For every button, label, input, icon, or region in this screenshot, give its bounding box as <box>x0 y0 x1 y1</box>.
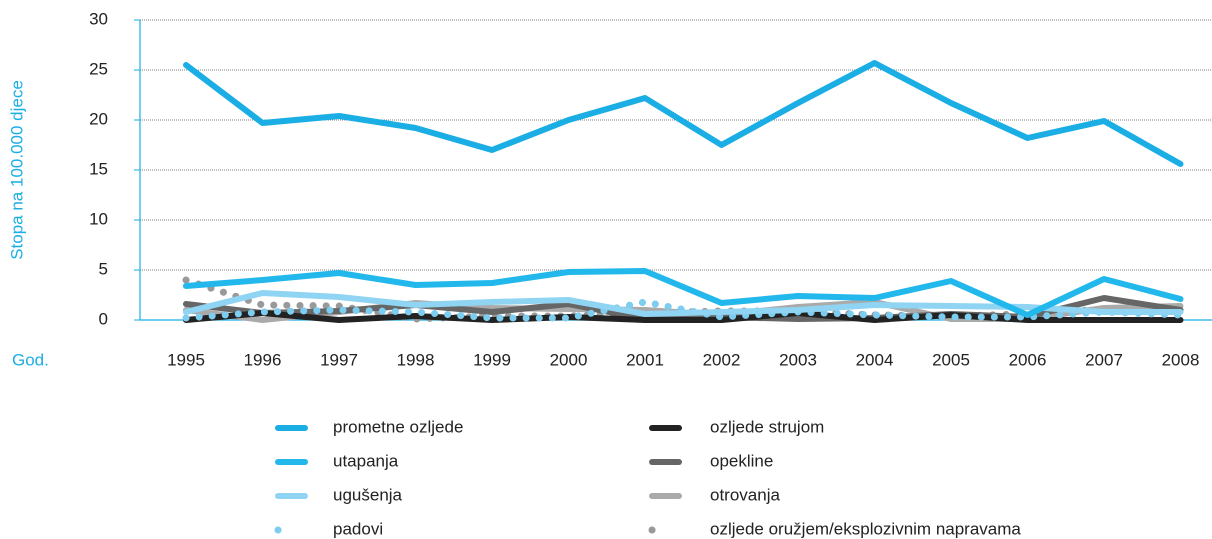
x-tick-label: 2008 <box>1162 350 1200 369</box>
legend-label: padovi <box>333 519 383 538</box>
x-tick-label: 1998 <box>397 350 435 369</box>
legend-label: otrovanja <box>710 485 780 504</box>
series-line <box>183 268 1184 318</box>
x-tick-label: 2006 <box>1009 350 1047 369</box>
x-axis-label: God. <box>12 350 49 369</box>
x-tick-label: 1996 <box>244 350 282 369</box>
legend-label: opekline <box>710 451 773 470</box>
legend-label: ozljede oružjem/eksplozivnim napravama <box>710 519 1021 538</box>
x-tick-label: 2001 <box>626 350 664 369</box>
y-tick-label: 30 <box>89 9 108 28</box>
series-line <box>182 298 1184 322</box>
x-tick-label: 2000 <box>550 350 588 369</box>
y-tick-label: 15 <box>89 159 108 178</box>
x-tick-label: 1997 <box>320 350 358 369</box>
legend-label: ozljede strujom <box>710 417 824 436</box>
x-tick-label: 1999 <box>473 350 511 369</box>
x-tick-label: 1995 <box>167 350 205 369</box>
y-tick-label: 5 <box>99 259 108 278</box>
y-tick-label: 25 <box>89 59 108 78</box>
series-line <box>183 310 1184 323</box>
y-tick-label: 20 <box>89 109 108 128</box>
x-tick-label: 2004 <box>856 350 894 369</box>
x-tick-label: 2003 <box>779 350 817 369</box>
legend-label: utapanja <box>333 451 399 470</box>
x-tick-label: 2005 <box>932 350 970 369</box>
x-tick-label: 2007 <box>1085 350 1123 369</box>
y-axis-label: Stopa na 100.000 djece <box>7 80 26 260</box>
x-tick-label: 2002 <box>703 350 741 369</box>
y-tick-label: 10 <box>89 209 108 228</box>
series-line <box>183 60 1184 167</box>
legend-label: prometne ozljede <box>333 417 463 436</box>
legend-label: ugušenja <box>333 485 403 504</box>
y-tick-label: 0 <box>99 309 108 328</box>
